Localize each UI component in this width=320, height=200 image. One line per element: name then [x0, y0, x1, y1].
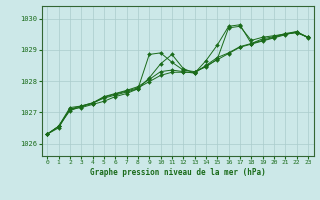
X-axis label: Graphe pression niveau de la mer (hPa): Graphe pression niveau de la mer (hPa)	[90, 168, 266, 177]
